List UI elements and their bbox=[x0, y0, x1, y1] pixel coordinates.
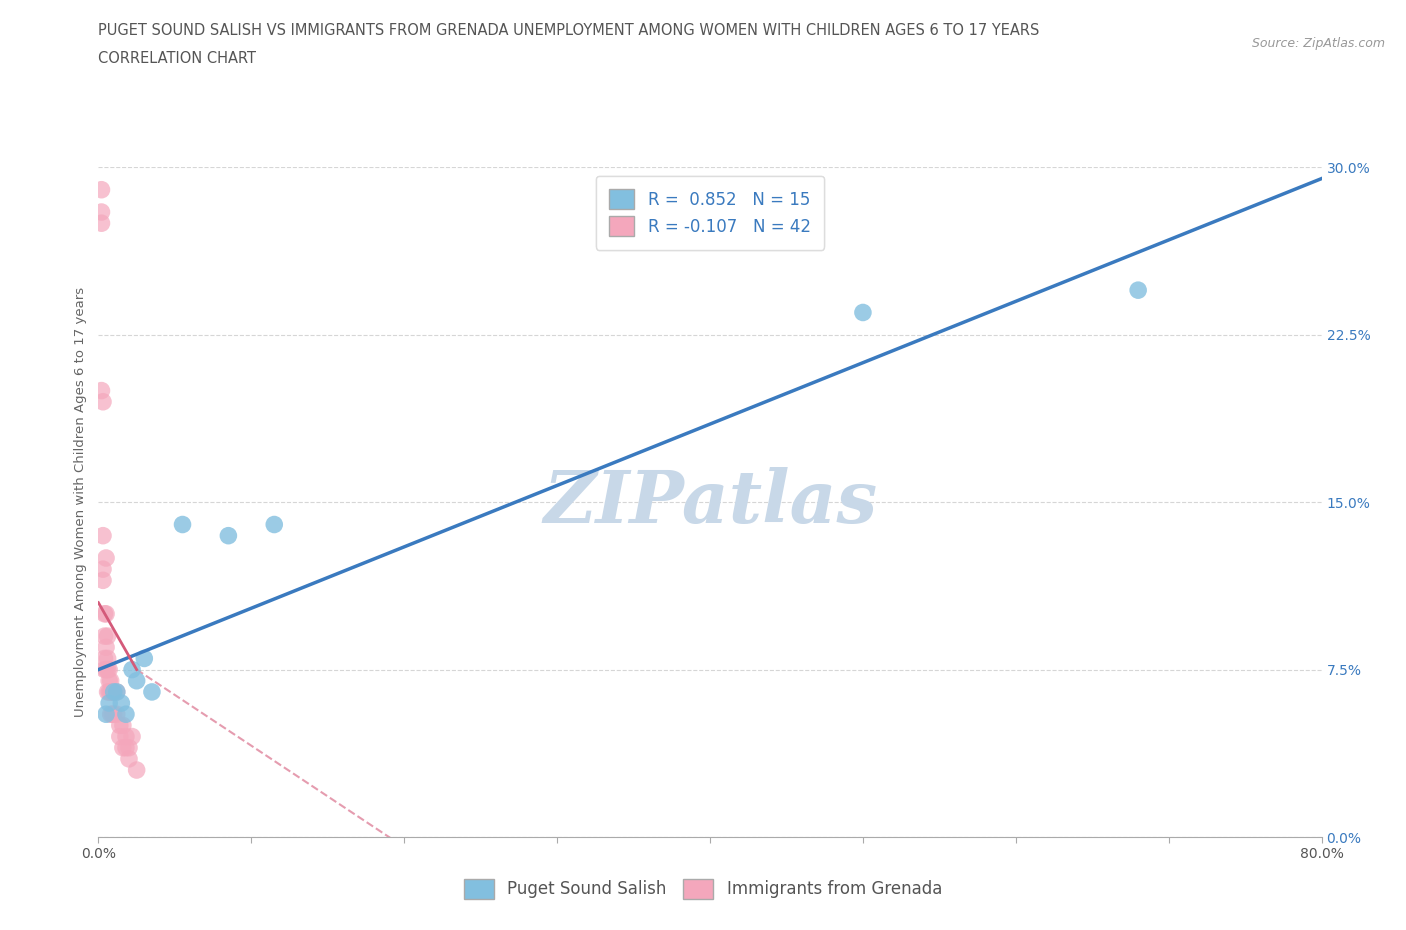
Text: Source: ZipAtlas.com: Source: ZipAtlas.com bbox=[1251, 37, 1385, 50]
Point bbox=[97, 684, 120, 699]
Point bbox=[97, 662, 120, 677]
Point bbox=[108, 729, 131, 744]
Point bbox=[115, 707, 138, 722]
Point bbox=[94, 606, 117, 621]
Point bbox=[90, 216, 112, 231]
Point bbox=[90, 205, 112, 219]
Point bbox=[141, 684, 163, 699]
Point bbox=[111, 718, 134, 733]
Point bbox=[115, 740, 138, 755]
Point bbox=[97, 629, 120, 644]
Point bbox=[121, 729, 143, 744]
Point bbox=[111, 740, 134, 755]
Point bbox=[125, 673, 148, 688]
Point bbox=[217, 528, 239, 543]
Point bbox=[105, 707, 128, 722]
Y-axis label: Unemployment Among Women with Children Ages 6 to 17 years: Unemployment Among Women with Children A… bbox=[75, 287, 87, 717]
Text: CORRELATION CHART: CORRELATION CHART bbox=[98, 51, 256, 66]
Point bbox=[852, 305, 875, 320]
Point bbox=[110, 696, 132, 711]
Point bbox=[103, 684, 125, 699]
Point bbox=[98, 696, 121, 711]
Point bbox=[118, 740, 141, 755]
Point bbox=[98, 684, 121, 699]
Point bbox=[263, 517, 285, 532]
Point bbox=[90, 383, 112, 398]
Point bbox=[172, 517, 194, 532]
Point bbox=[93, 606, 115, 621]
Point bbox=[125, 763, 148, 777]
Text: PUGET SOUND SALISH VS IMMIGRANTS FROM GRENADA UNEMPLOYMENT AMONG WOMEN WITH CHIL: PUGET SOUND SALISH VS IMMIGRANTS FROM GR… bbox=[98, 23, 1040, 38]
Point bbox=[103, 707, 125, 722]
Point bbox=[115, 729, 138, 744]
Point bbox=[100, 684, 122, 699]
Point bbox=[93, 651, 115, 666]
Point bbox=[93, 629, 115, 644]
Point bbox=[93, 662, 115, 677]
Text: ZIPatlas: ZIPatlas bbox=[543, 467, 877, 538]
Point bbox=[94, 640, 117, 655]
Point bbox=[1128, 283, 1150, 298]
Point bbox=[101, 684, 124, 699]
Point bbox=[98, 662, 121, 677]
Point bbox=[94, 662, 117, 677]
Point bbox=[97, 651, 120, 666]
Legend: Puget Sound Salish, Immigrants from Grenada: Puget Sound Salish, Immigrants from Gren… bbox=[451, 866, 955, 912]
Point bbox=[98, 673, 121, 688]
Point bbox=[118, 751, 141, 766]
Point bbox=[105, 684, 128, 699]
Point bbox=[108, 718, 131, 733]
Point bbox=[134, 651, 156, 666]
Point bbox=[91, 562, 114, 577]
Point bbox=[91, 573, 114, 588]
Point bbox=[100, 707, 122, 722]
Point bbox=[103, 684, 125, 699]
Point bbox=[90, 182, 112, 197]
Point bbox=[100, 673, 122, 688]
Legend: R =  0.852   N = 15, R = -0.107   N = 42: R = 0.852 N = 15, R = -0.107 N = 42 bbox=[596, 176, 824, 250]
Point bbox=[94, 551, 117, 565]
Point bbox=[121, 662, 143, 677]
Point bbox=[91, 528, 114, 543]
Point bbox=[94, 707, 117, 722]
Point bbox=[91, 394, 114, 409]
Point bbox=[101, 707, 124, 722]
Point bbox=[105, 684, 128, 699]
